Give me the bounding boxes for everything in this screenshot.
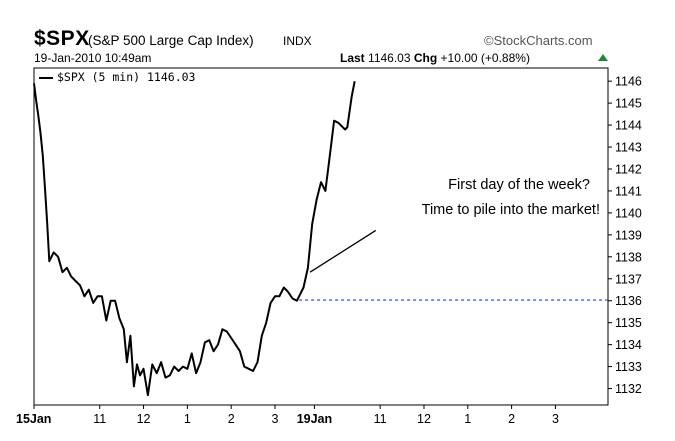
- quote-summary: Last 1146.03 Chg +10.00 (+0.88%): [340, 51, 530, 65]
- y-tick-label: 1140: [615, 206, 642, 220]
- x-tick-label: 11: [93, 412, 106, 426]
- price-series-line: [33, 81, 356, 397]
- brand-label: ©StockCharts.com: [484, 33, 593, 48]
- quote-datetime: 19-Jan-2010 10:49am: [34, 51, 152, 65]
- y-tick-label: 1144: [615, 119, 642, 133]
- y-tick-label: 1136: [615, 294, 642, 308]
- ticker-symbol: $SPX: [34, 27, 90, 50]
- series-legend: $SPX (5 min) 1146.03: [37, 70, 198, 84]
- y-tick-label: 1146: [615, 75, 642, 89]
- y-tick-label: 1143: [615, 141, 642, 155]
- last-value: 1146.03: [368, 51, 411, 65]
- x-axis: 15Jan 11 12 1 2 3 19Jan 11 12 1 2 3: [16, 405, 559, 426]
- legend-label: $SPX (5 min) 1146.03: [57, 70, 196, 84]
- annotation-line-2: Time to pile into the market!: [422, 202, 600, 218]
- y-axis: 1132 1133 1134 1135 1136 1137 1138 1139 1140 1141…: [608, 75, 642, 396]
- x-tick-label: 12: [417, 412, 431, 426]
- chg-value: +10.00 (+0.88%): [440, 51, 530, 65]
- index-name: (S&P 500 Large Cap Index): [88, 33, 254, 48]
- y-tick-label: 1137: [615, 272, 642, 286]
- x-tick-label: 3: [272, 412, 279, 426]
- y-tick-label: 1133: [615, 360, 642, 374]
- y-tick-label: 1139: [615, 228, 642, 242]
- last-label: Last: [340, 51, 365, 65]
- legend-swatch: [39, 76, 53, 79]
- y-tick-label: 1142: [615, 162, 642, 176]
- y-tick-label: 1138: [615, 250, 642, 264]
- annotation-pointer-line: [309, 229, 377, 273]
- exchange-label: INDX: [283, 34, 312, 48]
- plot-frame: [33, 67, 609, 406]
- y-tick-label: 1135: [615, 316, 642, 330]
- x-tick-label: 3: [552, 412, 559, 426]
- x-tick-label: 19Jan: [297, 412, 332, 426]
- x-tick-label: 2: [228, 412, 235, 426]
- x-tick-label: 12: [137, 412, 151, 426]
- x-tick-label: 2: [508, 412, 515, 426]
- y-tick-label: 1145: [615, 97, 642, 111]
- annotation-line-1: First day of the week?: [448, 177, 590, 193]
- y-tick-label: 1134: [615, 338, 642, 352]
- chg-label: Chg: [413, 51, 438, 65]
- x-tick-label: 11: [374, 412, 387, 426]
- x-tick-label: 1: [464, 412, 471, 426]
- up-arrow-icon: [598, 54, 608, 61]
- y-tick-label: 1132: [615, 382, 642, 396]
- y-tick-label: 1141: [615, 184, 642, 198]
- x-tick-label: 1: [184, 412, 191, 426]
- x-tick-label: 15Jan: [16, 412, 51, 426]
